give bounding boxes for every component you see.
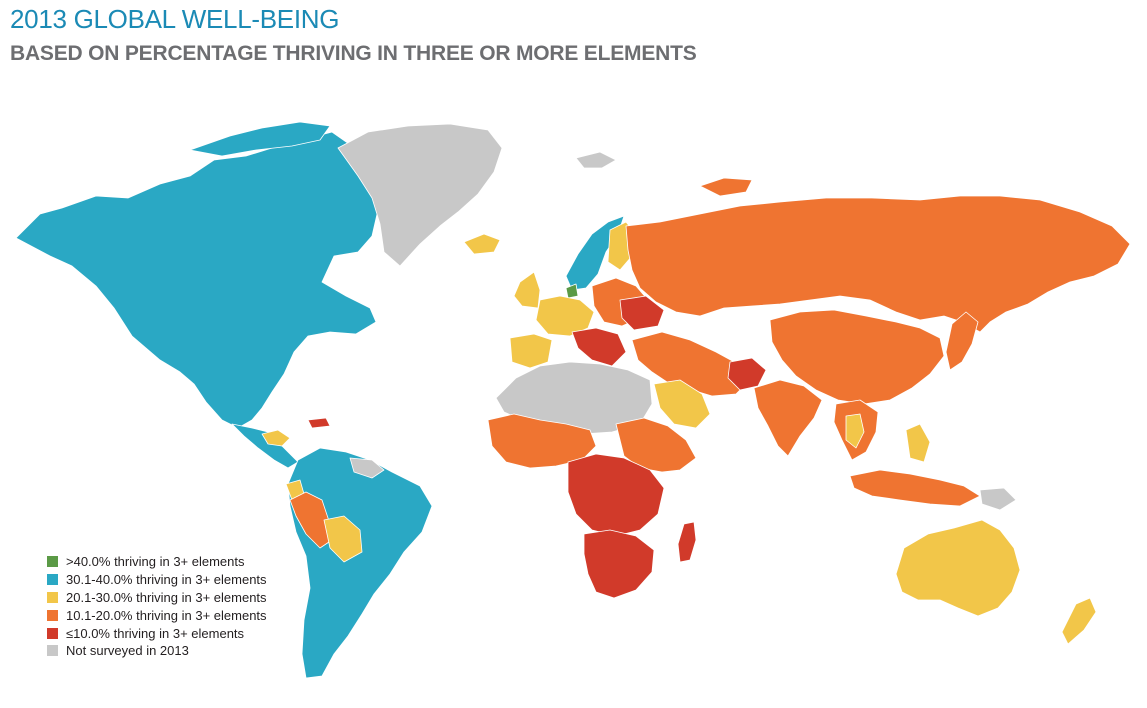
legend-label: 30.1-40.0% thriving in 3+ elements bbox=[66, 572, 267, 588]
legend-swatch bbox=[47, 556, 58, 568]
region-japan bbox=[945, 311, 979, 371]
legend-item: >40.0% thriving in 3+ elements bbox=[47, 553, 267, 571]
region-haiti bbox=[307, 417, 331, 429]
legend-item: 20.1-30.0% thriving in 3+ elements bbox=[47, 589, 267, 607]
legend-swatch bbox=[47, 627, 58, 639]
region-philippines bbox=[905, 423, 931, 463]
region-south-asia bbox=[753, 379, 823, 457]
legend-item: ≤10.0% thriving in 3+ elements bbox=[47, 624, 267, 642]
region-russia bbox=[625, 195, 1131, 333]
region-saudi-arabia bbox=[653, 379, 711, 429]
region-caribbean bbox=[261, 429, 291, 447]
legend-label: Not surveyed in 2013 bbox=[66, 643, 189, 659]
region-svalbard bbox=[575, 151, 617, 169]
legend-swatch bbox=[47, 574, 58, 586]
region-madagascar bbox=[677, 521, 697, 563]
legend-item: Not surveyed in 2013 bbox=[47, 642, 267, 660]
region-west-africa bbox=[487, 413, 597, 469]
legend-swatch bbox=[47, 591, 58, 603]
region-arctic-islands bbox=[699, 177, 753, 197]
region-south-america bbox=[287, 447, 433, 679]
region-balkans bbox=[571, 327, 627, 367]
page-subtitle: BASED ON PERCENTAGE THRIVING IN THREE OR… bbox=[10, 42, 697, 65]
region-north-america bbox=[15, 131, 379, 429]
legend-label: 20.1-30.0% thriving in 3+ elements bbox=[66, 589, 267, 605]
region-iberia bbox=[509, 333, 553, 369]
legend-label: ≤10.0% thriving in 3+ elements bbox=[66, 625, 245, 641]
region-bolivia bbox=[323, 515, 363, 563]
region-central-america bbox=[231, 423, 299, 469]
legend-label: >40.0% thriving in 3+ elements bbox=[66, 554, 245, 570]
region-guianas bbox=[349, 457, 385, 479]
region-china bbox=[769, 309, 945, 405]
region-denmark bbox=[565, 283, 579, 299]
region-new-zealand bbox=[1061, 597, 1097, 645]
region-uk bbox=[513, 271, 541, 309]
region-iceland bbox=[463, 233, 501, 255]
legend-item: 30.1-40.0% thriving in 3+ elements bbox=[47, 571, 267, 589]
region-papua bbox=[979, 487, 1017, 511]
region-thailand bbox=[845, 413, 865, 449]
region-afghanistan bbox=[727, 357, 767, 391]
region-ukraine bbox=[619, 295, 665, 331]
region-western-europe bbox=[535, 295, 595, 337]
legend-item: 10.1-20.0% thriving in 3+ elements bbox=[47, 606, 267, 624]
region-indonesia bbox=[849, 469, 981, 507]
legend-label: 10.1-20.0% thriving in 3+ elements bbox=[66, 607, 267, 623]
region-greenland bbox=[337, 123, 503, 267]
page-title: 2013 GLOBAL WELL-BEING bbox=[10, 4, 340, 34]
legend-swatch bbox=[47, 645, 58, 657]
region-canada-islands bbox=[189, 121, 331, 157]
region-central-africa bbox=[567, 453, 665, 537]
region-australia bbox=[895, 519, 1021, 617]
legend-swatch bbox=[47, 609, 58, 621]
map-legend: >40.0% thriving in 3+ elements 30.1-40.0… bbox=[47, 553, 267, 660]
region-middle-east bbox=[631, 331, 751, 397]
region-southern-africa bbox=[583, 529, 655, 599]
